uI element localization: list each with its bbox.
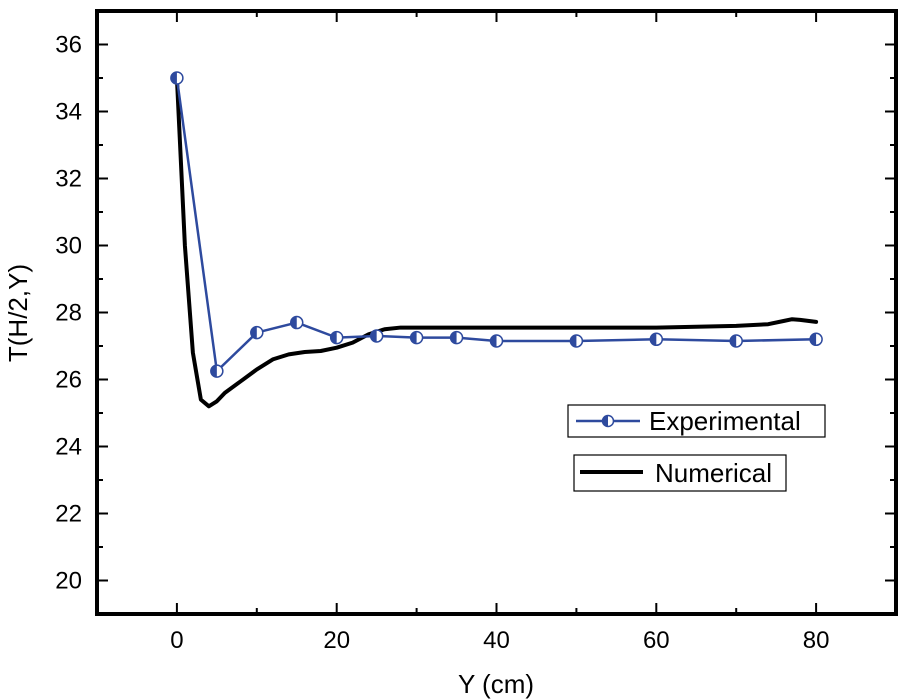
experimental-point [489,334,504,348]
legend-label-numerical: Numerical [655,458,772,488]
legend-label-experimental: Experimental [649,406,801,436]
series-numerical-line [174,76,819,409]
experimental-point [369,329,384,343]
y-tick-label: 30 [55,233,82,260]
y-tick-label: 22 [55,501,82,528]
y-tick-label: 20 [55,568,82,595]
experimental-point [409,330,424,345]
x-tick-label: 20 [323,627,350,654]
experimental-point [729,334,743,348]
x-axis-title: Y (cm) [458,669,534,699]
y-tick-label: 34 [55,99,82,126]
legend-item-experimental: Experimental [567,404,826,438]
experimental-point [250,325,264,340]
plot-frame [95,9,898,616]
experimental-point [210,364,224,378]
y-axis-title: T(H/2,Y) [3,264,33,362]
x-tick-label: 80 [803,627,830,654]
experimental-point [569,334,584,348]
y-tick-label: 24 [55,434,82,461]
legend: Experimental Numerical [567,404,826,492]
x-tick-label: 60 [643,627,670,654]
legend-marker-experimental [601,414,615,428]
x-tick-label: 0 [170,627,183,654]
legend-item-numerical: Numerical [573,454,787,492]
experimental-point [170,71,184,85]
experimental-point [649,332,664,347]
axis-ticks [96,10,897,615]
y-tick-label: 28 [55,300,82,327]
experimental-point [449,330,464,345]
series-layer [170,71,823,409]
experimental-point [290,315,304,330]
y-tick-label: 36 [55,32,82,59]
experimental-point [329,330,344,345]
x-tick-label: 40 [483,627,510,654]
experimental-point [809,332,823,347]
y-tick-label: 26 [55,367,82,394]
y-tick-label: 32 [55,166,82,193]
tick-labels: 0 20 40 60 80 20 22 24 26 28 30 32 34 36 [55,32,829,655]
